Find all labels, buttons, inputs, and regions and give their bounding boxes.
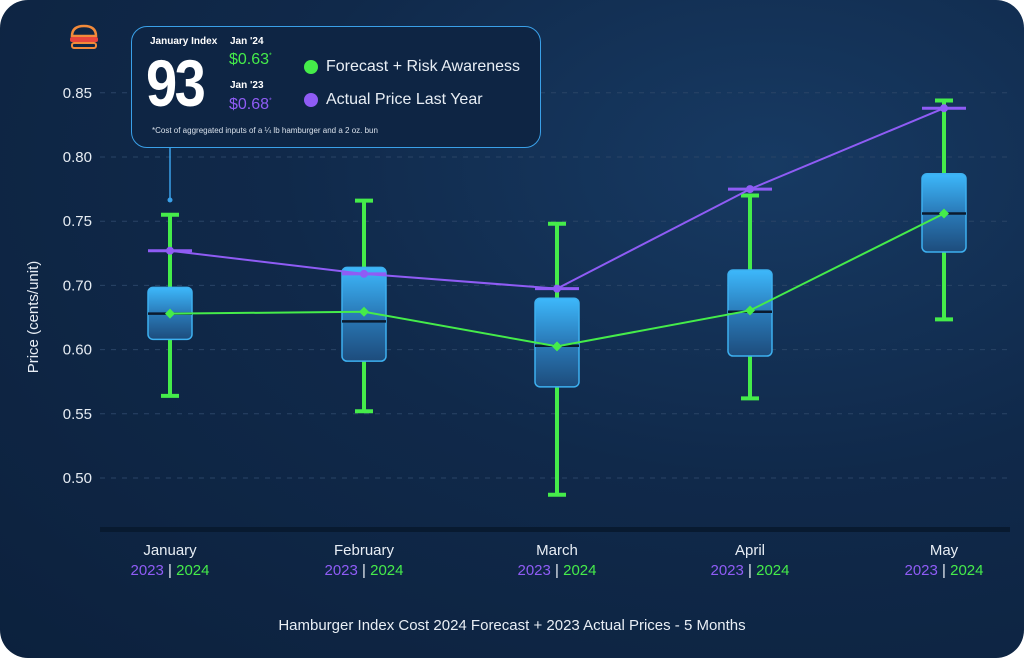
x-tick-label: May 2023 | 2024 bbox=[874, 541, 1014, 581]
forecast-point bbox=[552, 341, 562, 352]
info-box: January Index 93 Jan '24 $0.63* Jan '23 … bbox=[131, 26, 541, 148]
jan23-price: $0.68* bbox=[229, 96, 272, 113]
y-tick-label: 0.85 bbox=[63, 85, 92, 102]
hamburger-icon bbox=[70, 24, 98, 49]
x-axis-line bbox=[100, 527, 1010, 532]
y-axis-label: Price (cents/unit) bbox=[25, 260, 42, 374]
x-tick-label: April 2023 | 2024 bbox=[680, 541, 820, 581]
legend-actual: Actual Price Last Year bbox=[304, 91, 483, 109]
index-label: January Index bbox=[150, 36, 218, 47]
y-tick-label: 0.80 bbox=[63, 149, 92, 166]
month-label: February bbox=[333, 542, 395, 559]
jan24-label: Jan '24 bbox=[230, 36, 264, 47]
actual-point bbox=[553, 284, 561, 293]
green-dot-icon bbox=[304, 60, 318, 74]
purple-dot-icon bbox=[304, 93, 318, 107]
legend-forecast: Forecast + Risk Awareness bbox=[304, 58, 520, 76]
forecast-point bbox=[359, 306, 369, 317]
year-labels: 2023 | 2024 bbox=[904, 562, 984, 579]
actual-point bbox=[166, 246, 174, 255]
footnote: *Cost of aggregated inputs of a ¼ lb ham… bbox=[152, 126, 378, 135]
index-value: 93 bbox=[146, 46, 206, 120]
x-tick-label: January 2023 | 2024 bbox=[100, 541, 240, 581]
month-label: March bbox=[536, 542, 578, 559]
y-tick-label: 0.55 bbox=[63, 406, 92, 423]
month-label: May bbox=[929, 542, 959, 559]
actual-point bbox=[360, 269, 368, 278]
actual-point bbox=[746, 185, 754, 194]
x-tick-label: March 2023 | 2024 bbox=[487, 541, 627, 581]
year-labels: 2023 | 2024 bbox=[517, 562, 597, 579]
forecast-point bbox=[939, 208, 949, 219]
month-label: January bbox=[143, 542, 197, 559]
forecast-point bbox=[745, 305, 755, 316]
x-tick-label: February 2023 | 2024 bbox=[294, 541, 434, 581]
jan23-label: Jan '23 bbox=[230, 80, 264, 91]
month-label: April bbox=[734, 542, 765, 559]
year-labels: 2023 | 2024 bbox=[324, 562, 404, 579]
year-labels: 2023 | 2024 bbox=[130, 562, 210, 579]
jan24-price: $0.63* bbox=[229, 51, 272, 68]
y-tick-label: 0.50 bbox=[63, 470, 92, 487]
callout-dot bbox=[167, 197, 173, 203]
y-tick-label: 0.60 bbox=[63, 342, 92, 359]
chart-title: Hamburger Index Cost 2024 Forecast + 202… bbox=[278, 617, 746, 634]
actual-point bbox=[940, 104, 948, 113]
y-tick-label: 0.75 bbox=[63, 213, 92, 230]
forecast-point bbox=[165, 308, 175, 319]
year-labels: 2023 | 2024 bbox=[710, 562, 790, 579]
y-tick-label: 0.70 bbox=[63, 277, 92, 294]
